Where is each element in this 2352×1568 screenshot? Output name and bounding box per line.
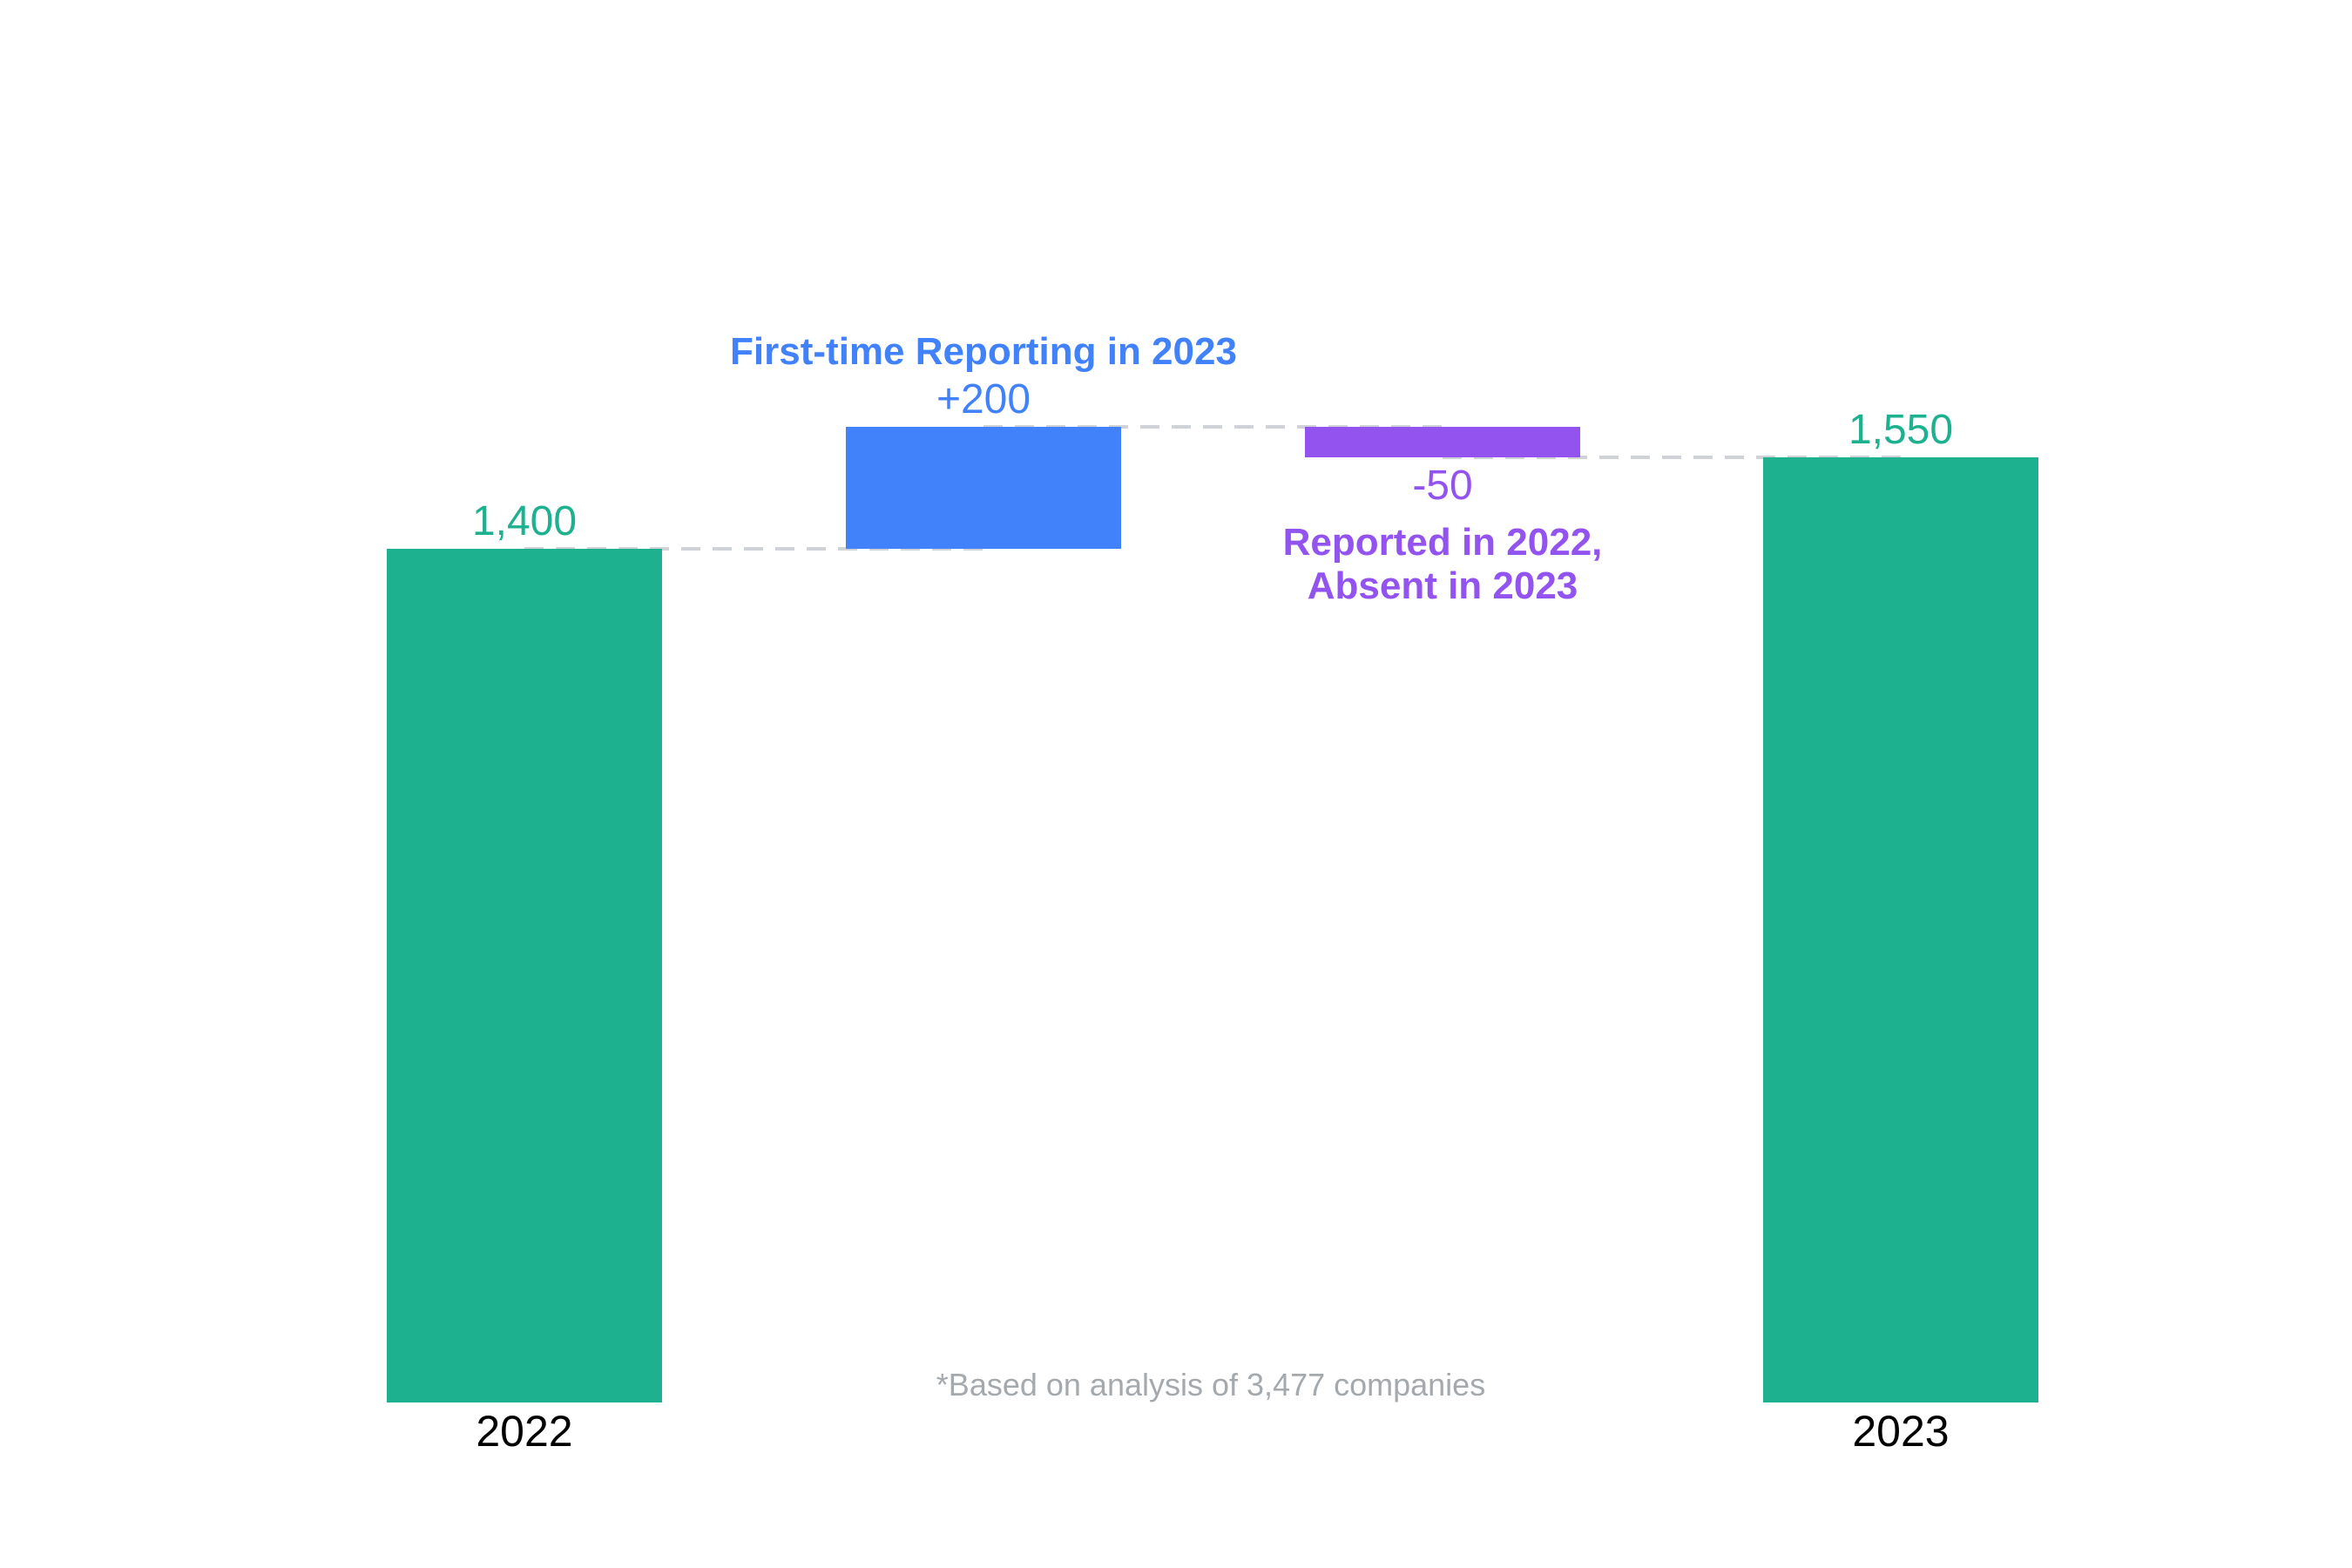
bar-4	[1763, 457, 2038, 1402]
value-label-1: 1,400	[472, 498, 577, 544]
footnote: *Based on analysis of 3,477 companies	[936, 1367, 1485, 1402]
bar-2	[846, 427, 1121, 549]
annotation-2-1: First-time Reporting in 2023	[730, 330, 1237, 373]
value-label-3: -50	[1412, 463, 1472, 509]
bar-1	[387, 549, 662, 1402]
connector-lines	[524, 425, 1901, 551]
bars-group	[387, 427, 2038, 1402]
bar-3	[1305, 427, 1580, 457]
value-label-2: +200	[936, 376, 1031, 422]
annotation-3-2: Absent in 2023	[1308, 564, 1578, 607]
value-label-4: 1,550	[1848, 407, 1953, 453]
annotation-3-1: Reported in 2022,	[1283, 521, 1603, 564]
category-label-2022: 2022	[476, 1407, 572, 1456]
category-label-2023: 2023	[1852, 1407, 1949, 1456]
